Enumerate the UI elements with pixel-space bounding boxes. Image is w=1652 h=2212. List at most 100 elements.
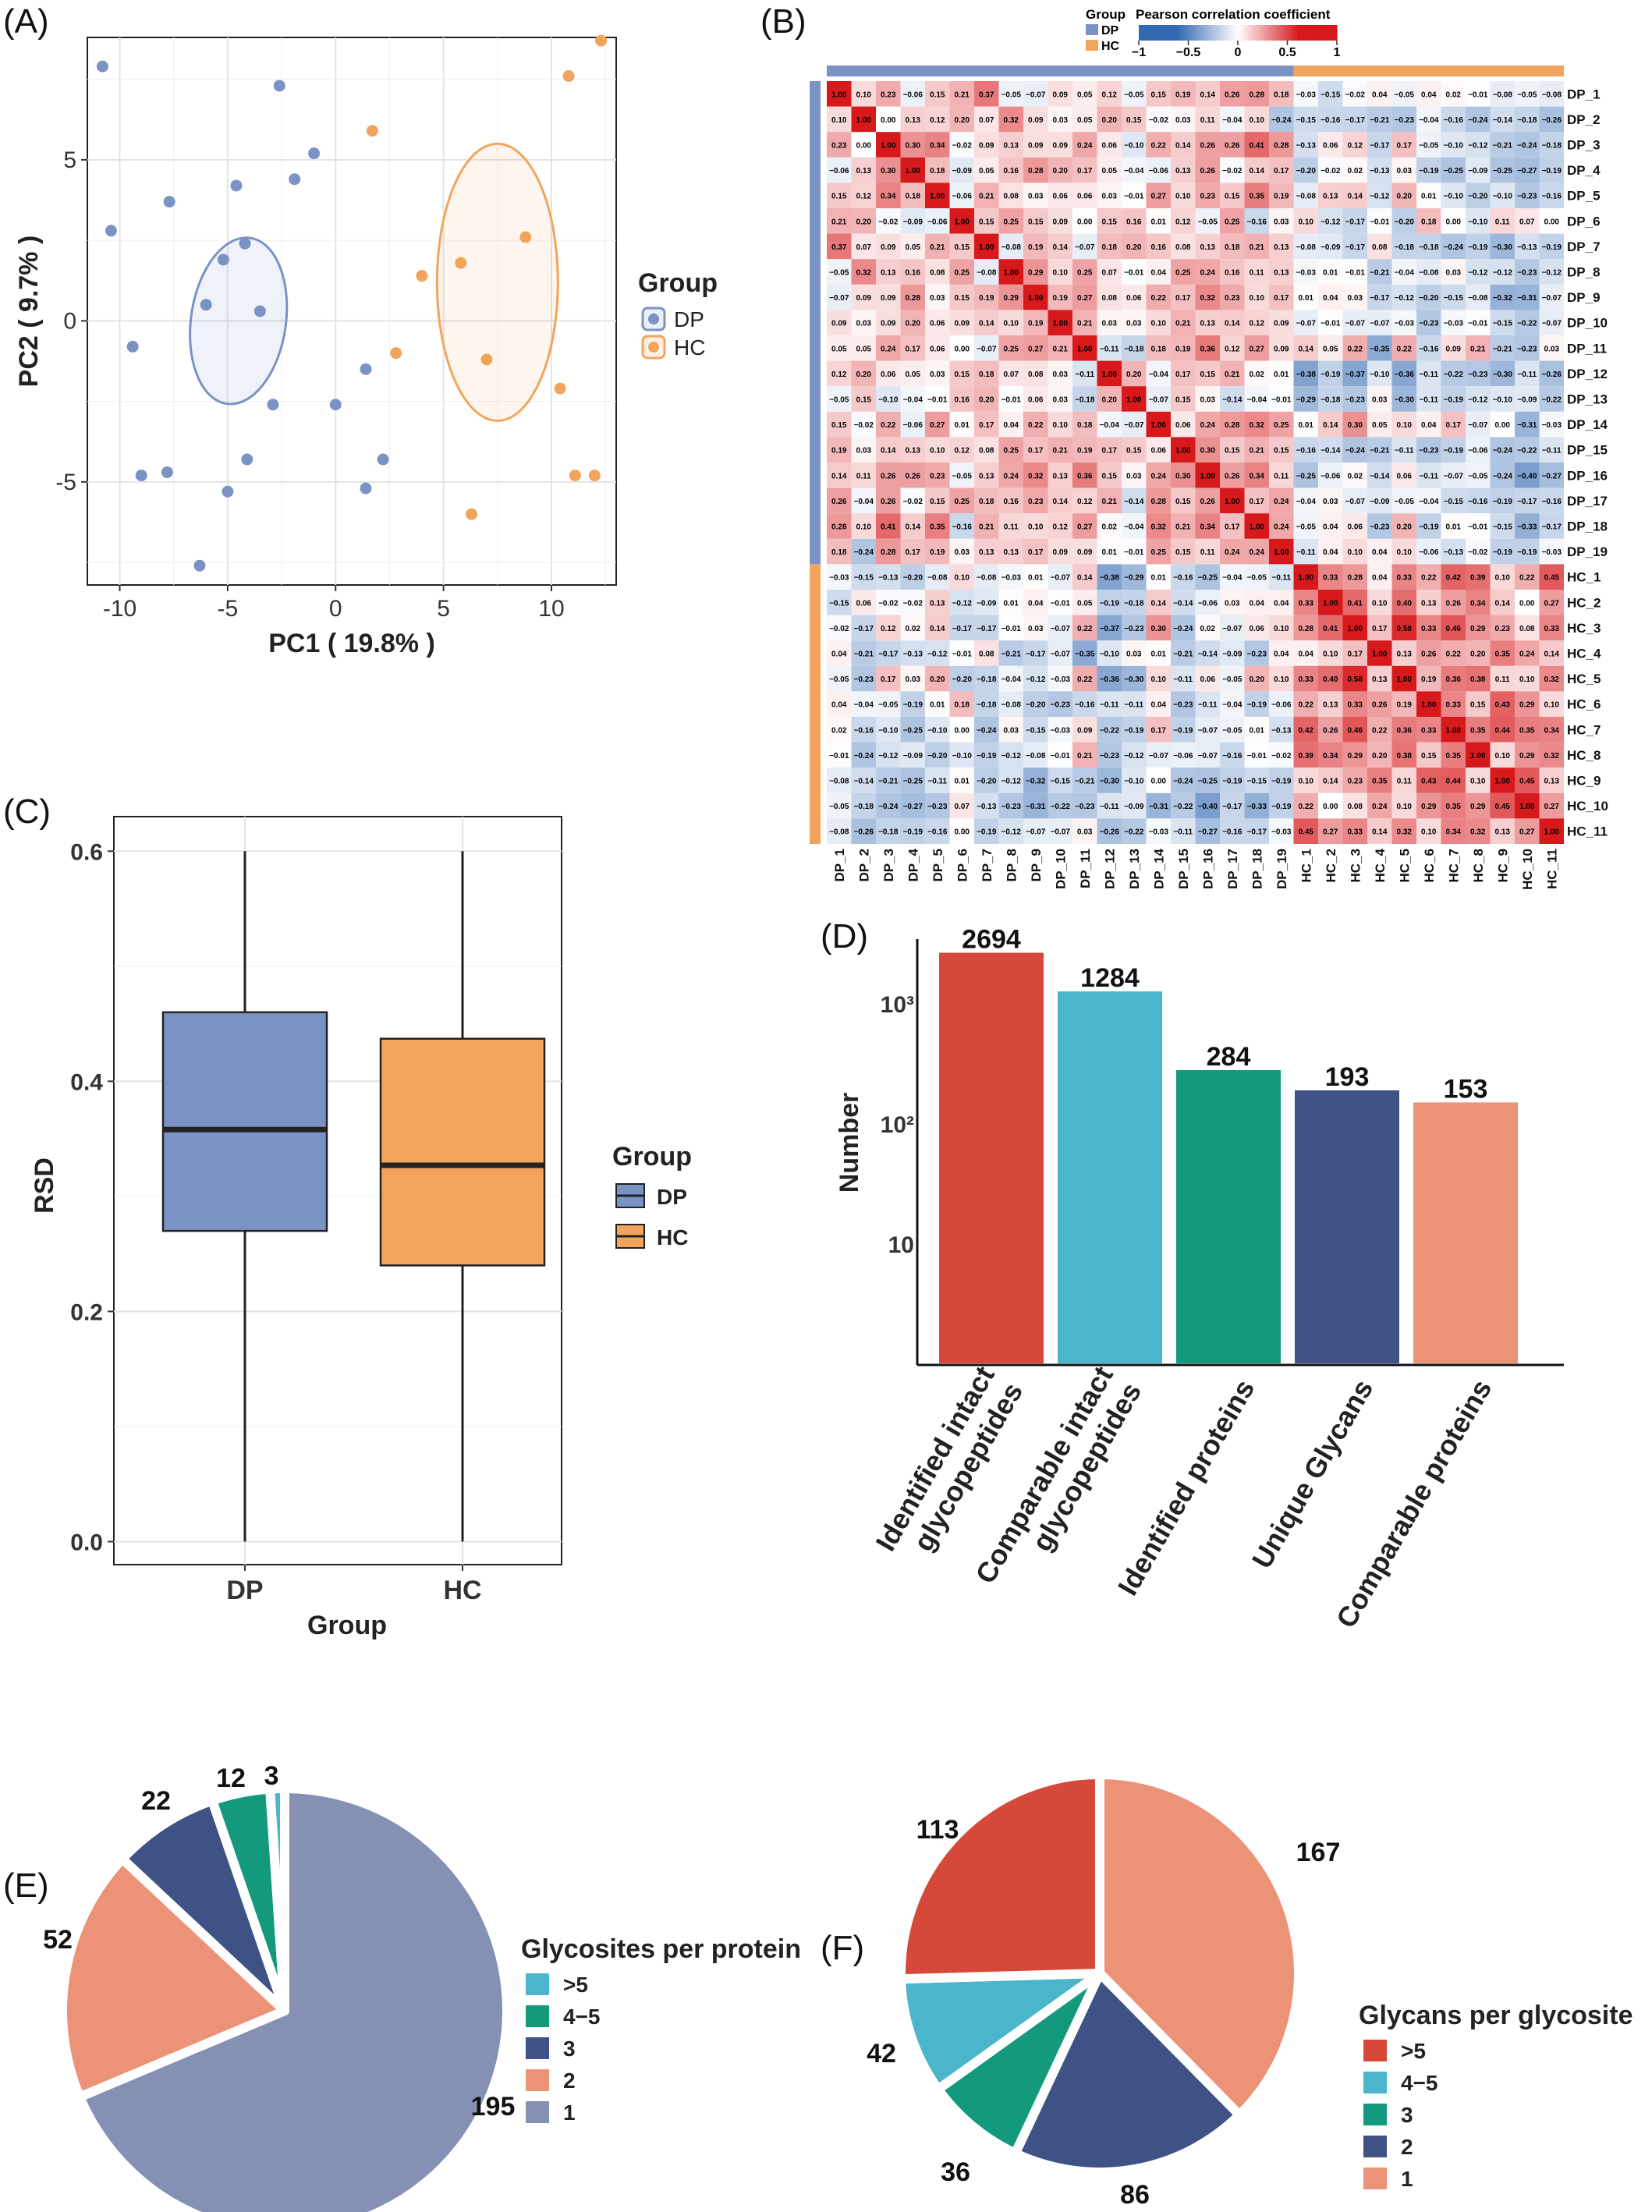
heatmap-scale-segment <box>1234 25 1239 41</box>
heatmap-cell <box>1416 360 1441 387</box>
heatmap-cell <box>1146 564 1171 590</box>
heatmap-cell <box>1220 157 1245 183</box>
heatmap-cell <box>1023 818 1048 844</box>
heatmap-row-label: DP_11 <box>1567 341 1607 356</box>
heatmap-cell <box>827 183 852 208</box>
pca-point-dp <box>230 179 243 192</box>
heatmap-cell <box>1318 463 1343 488</box>
heatmap-cell <box>1048 411 1072 438</box>
heatmap-scale-segment <box>1303 25 1308 41</box>
heatmap-cell-value: −0.19 <box>1444 447 1464 456</box>
heatmap-cell <box>1391 487 1416 514</box>
heatmap-cell-value: −0.11 <box>1124 701 1143 710</box>
heatmap-cell-value: 0.12 <box>856 193 872 201</box>
heatmap-cell-value: 0.19 <box>1421 675 1437 684</box>
heatmap-cell <box>876 665 901 692</box>
heatmap-cell-value: 0.09 <box>955 320 970 328</box>
heatmap-cell <box>1048 513 1072 539</box>
heatmap-cell-value: −0.02 <box>1321 167 1341 175</box>
heatmap-cell <box>1293 81 1318 107</box>
heatmap-cell-value: 0.08 <box>930 269 945 278</box>
bar-value-label: 193 <box>1325 1062 1370 1092</box>
heatmap-cell <box>1293 157 1318 183</box>
heatmap-row-label: DP_5 <box>1567 189 1601 204</box>
heatmap-cell-value: −0.21 <box>1493 345 1513 353</box>
heatmap-cell-value: −0.10 <box>878 726 899 735</box>
heatmap-cell-value: 0.03 <box>1053 116 1069 125</box>
heatmap-cell-value: −0.13 <box>1370 167 1390 175</box>
heatmap-cell-value: −0.07 <box>1444 472 1464 480</box>
heatmap-cell-value: 0.28 <box>1028 167 1044 175</box>
pca-legend-label-dp: DP <box>674 307 704 331</box>
heatmap-cell <box>998 259 1023 285</box>
heatmap-cell-value: 0.06 <box>1151 447 1167 456</box>
heatmap-cell-value: −0.23 <box>1124 625 1144 633</box>
heatmap-cell-value: −0.16 <box>1222 828 1243 837</box>
pie-legend-key <box>526 2037 549 2059</box>
heatmap-cell <box>900 717 925 743</box>
heatmap-cell <box>851 767 876 793</box>
heatmap-cell <box>1122 106 1147 133</box>
pca-point-hc <box>390 347 402 360</box>
heatmap-cell <box>1490 284 1515 310</box>
heatmap-cell <box>949 792 974 819</box>
heatmap-cell-value: 0.17 <box>979 421 994 430</box>
heatmap-scale-segment <box>1228 25 1232 41</box>
heatmap-cell-value: −0.20 <box>977 778 997 786</box>
heatmap-cell <box>851 233 876 260</box>
heatmap-cell-value: 0.32 <box>1397 828 1413 837</box>
heatmap-cell-value: 0.12 <box>1053 523 1069 532</box>
heatmap-cell-value: 0.32 <box>1544 675 1560 684</box>
heatmap-cell <box>1097 411 1122 438</box>
panel-label-d: (D) <box>821 917 868 955</box>
heatmap-cell-value: 0.41 <box>1250 142 1265 151</box>
heatmap-row-label: HC_6 <box>1567 697 1601 712</box>
heatmap-cell-value: 0.27 <box>1544 803 1560 811</box>
heatmap-cell-value: 0.25 <box>955 498 970 506</box>
heatmap-cell-value: 0.04 <box>1299 650 1314 659</box>
heatmap-cell <box>1416 132 1441 158</box>
pca-point-dp <box>267 399 279 411</box>
heatmap-cell-value: 0.39 <box>1299 752 1314 760</box>
heatmap-cell <box>1244 106 1269 133</box>
heatmap-cell-value: 0.33 <box>1544 625 1560 633</box>
heatmap-cell <box>1122 792 1147 819</box>
heatmap-cell <box>949 360 974 387</box>
heatmap-cell <box>1269 792 1294 819</box>
heatmap-cell <box>1023 360 1048 387</box>
heatmap-cell <box>1146 360 1171 387</box>
heatmap-cell-value: 0.15 <box>979 218 994 226</box>
heatmap-cell-value: −0.16 <box>854 726 874 735</box>
heatmap-cell-value: 0.03 <box>1126 320 1142 328</box>
heatmap-cell <box>1146 767 1171 793</box>
heatmap-cell <box>1441 640 1466 666</box>
heatmap-cell <box>1466 81 1491 107</box>
heatmap-cell <box>1515 717 1540 743</box>
heatmap-cell <box>1490 513 1515 539</box>
heatmap-cell-value: 0.10 <box>1397 421 1413 430</box>
heatmap-cell <box>1269 640 1294 666</box>
heatmap-cell-value: 0.15 <box>1126 447 1142 456</box>
heatmap-cell-value: −0.04 <box>854 701 874 710</box>
heatmap-cell <box>1244 310 1269 335</box>
heatmap-cell <box>925 767 950 793</box>
heatmap-cell <box>1072 259 1097 285</box>
heatmap-cell-value: −0.07 <box>1542 294 1562 303</box>
heatmap-scale-segment <box>1151 25 1156 41</box>
heatmap-cell <box>1023 691 1048 717</box>
heatmap-cell <box>900 233 925 260</box>
heatmap-cell <box>900 360 925 387</box>
heatmap-cell-value: 0.37 <box>831 243 847 252</box>
heatmap-cell <box>1367 183 1392 208</box>
heatmap-cell <box>1072 487 1097 514</box>
heatmap-cell <box>1072 386 1097 412</box>
heatmap-cell-value: −0.32 <box>1026 778 1046 786</box>
heatmap-cell-value: 0.15 <box>1470 701 1486 710</box>
pca-y-tick-label: 5 <box>63 147 76 173</box>
heatmap-cell <box>1097 590 1122 615</box>
heatmap-cell <box>1122 487 1147 514</box>
heatmap-cell <box>974 742 999 768</box>
